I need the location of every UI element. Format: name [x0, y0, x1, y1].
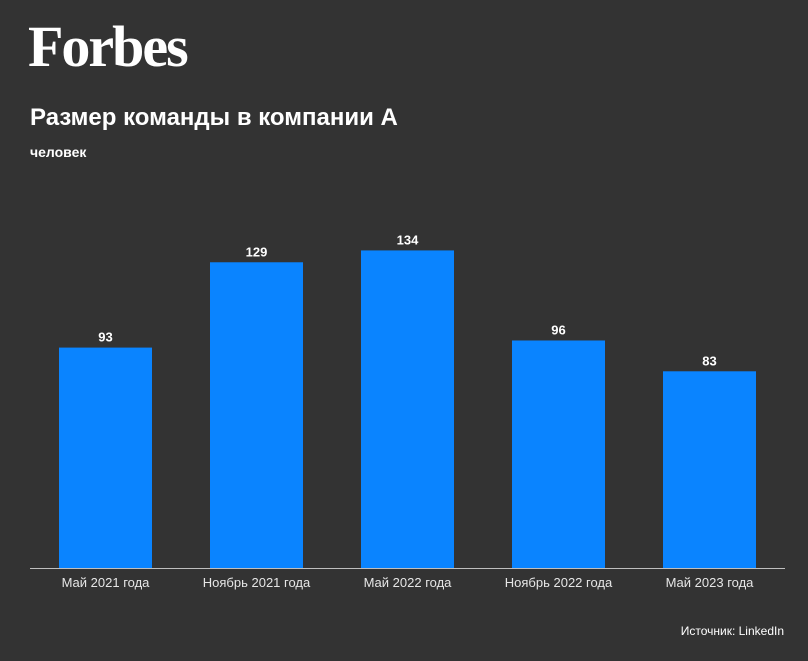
bar-value-label-1: 93 — [98, 330, 112, 345]
chart-subtitle: человек — [30, 144, 87, 160]
bar-4 — [512, 340, 605, 568]
forbes-logo: Forbes — [28, 14, 189, 79]
bar-value-label-4: 96 — [551, 322, 565, 337]
bar-5 — [663, 371, 756, 568]
source-note: Источник: LinkedIn — [680, 624, 784, 638]
x-tick-label-4: Ноябрь 2022 года — [505, 575, 613, 590]
bar-value-label-5: 83 — [702, 353, 716, 368]
x-tick-label-1: Май 2021 года — [62, 575, 151, 590]
bar-3 — [361, 250, 454, 569]
x-tick-label-5: Май 2023 года — [666, 575, 755, 590]
bar-value-label-2: 129 — [246, 244, 268, 259]
bar-1 — [59, 347, 152, 568]
x-tick-label-2: Ноябрь 2021 года — [203, 575, 311, 590]
chart-title: Размер команды в компании А — [30, 104, 398, 131]
bar-value-label-3: 134 — [397, 232, 419, 247]
x-tick-label-3: Май 2022 года — [364, 575, 453, 590]
bar-2 — [210, 262, 303, 568]
